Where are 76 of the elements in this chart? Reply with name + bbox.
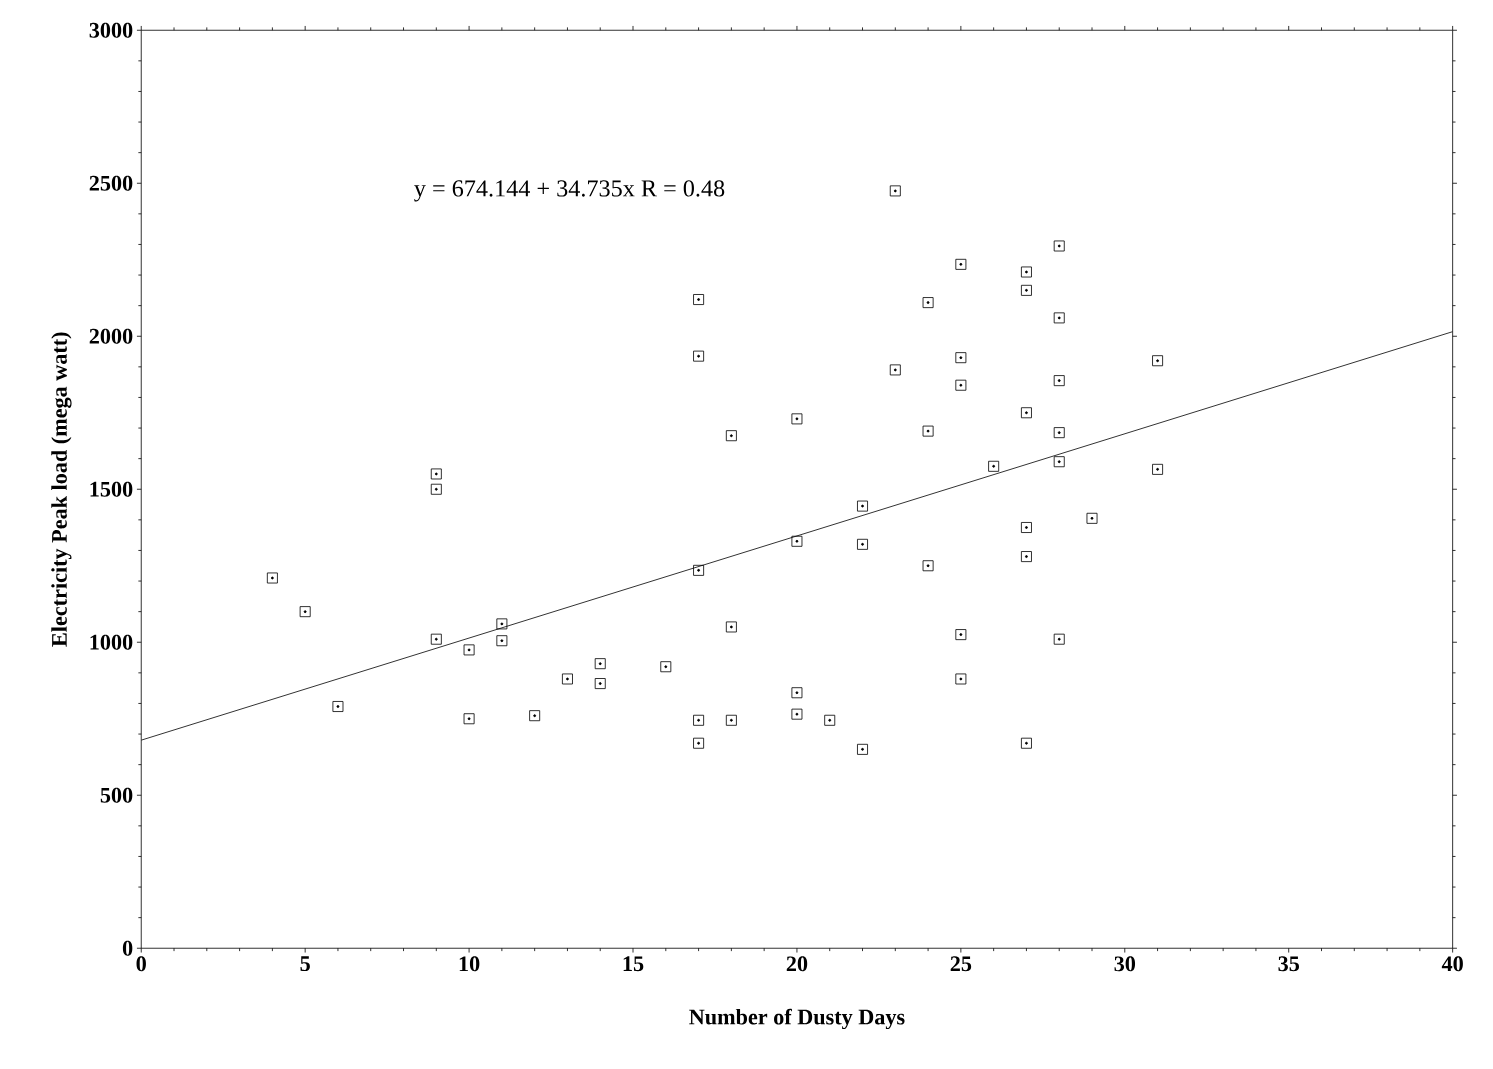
- x-tick-label: 0: [136, 956, 146, 972]
- y-tick-label: 1500: [90, 481, 133, 497]
- x-tick-label: 25: [950, 956, 972, 972]
- point: [1020, 521, 1032, 533]
- x-tick-label: 10: [459, 956, 480, 972]
- point: [430, 483, 442, 495]
- x-axis-title: Number of Dusty Days: [689, 1008, 905, 1029]
- y-axis-title: Electricity Peak load (mega watt): [51, 332, 72, 647]
- point: [955, 629, 967, 640]
- point: [1020, 266, 1032, 278]
- y-tick-label: 3000: [89, 22, 133, 38]
- point: [463, 713, 475, 725]
- point: [1053, 375, 1065, 386]
- point: [1086, 512, 1098, 524]
- point: [1053, 633, 1065, 645]
- point: [1020, 284, 1032, 296]
- point: [1152, 463, 1164, 475]
- point: [1053, 312, 1065, 324]
- point: [922, 560, 934, 572]
- point: [791, 708, 803, 720]
- point: [1053, 240, 1065, 252]
- point: [791, 413, 803, 425]
- point: [791, 687, 803, 699]
- y-tick-label: 2500: [89, 175, 133, 191]
- point: [955, 673, 967, 685]
- x-tick-label: 40: [1441, 956, 1463, 972]
- point: [955, 352, 967, 363]
- point: [463, 644, 475, 656]
- point: [430, 468, 442, 480]
- x-tick-label: 35: [1278, 956, 1299, 972]
- point: [693, 714, 705, 726]
- point: [922, 425, 934, 437]
- point: [725, 621, 737, 633]
- point: [430, 633, 442, 645]
- point: [1152, 355, 1164, 367]
- y-tick-label: 1000: [90, 634, 133, 650]
- point: [529, 710, 541, 721]
- point: [1020, 737, 1032, 749]
- point: [922, 297, 934, 308]
- point: [1053, 427, 1065, 438]
- x-tick-label: 15: [623, 956, 644, 972]
- point: [955, 379, 967, 391]
- point: [988, 460, 1000, 472]
- point: [889, 364, 901, 376]
- point: [824, 714, 836, 726]
- point: [857, 538, 868, 550]
- x-tick-label: 30: [1114, 956, 1136, 972]
- point: [496, 635, 508, 647]
- point: [791, 535, 803, 547]
- point: [561, 673, 573, 685]
- point: [1020, 550, 1032, 562]
- point: [660, 661, 672, 673]
- point: [889, 185, 901, 197]
- point: [266, 572, 278, 584]
- point: [299, 606, 311, 617]
- point: [594, 658, 606, 669]
- point: [332, 700, 344, 712]
- point: [594, 677, 606, 689]
- x-tick-label: 20: [786, 956, 808, 972]
- point: [693, 293, 705, 305]
- y-tick-label: 500: [100, 787, 133, 803]
- point: [725, 714, 737, 726]
- point: [693, 737, 705, 749]
- point: [725, 430, 737, 442]
- annotation: y = 674.144 + 34.735x R = 0.48: [414, 180, 725, 202]
- point: [955, 258, 967, 270]
- point: [1020, 407, 1032, 419]
- y-tick-label: 2000: [89, 328, 133, 344]
- point: [693, 350, 705, 362]
- point: [857, 743, 868, 755]
- y-tick-label: 0: [122, 940, 133, 956]
- point: [857, 500, 868, 512]
- point: [1053, 456, 1065, 468]
- x-tick-label: 5: [300, 956, 310, 971]
- point: [693, 564, 705, 576]
- point: [496, 618, 508, 630]
